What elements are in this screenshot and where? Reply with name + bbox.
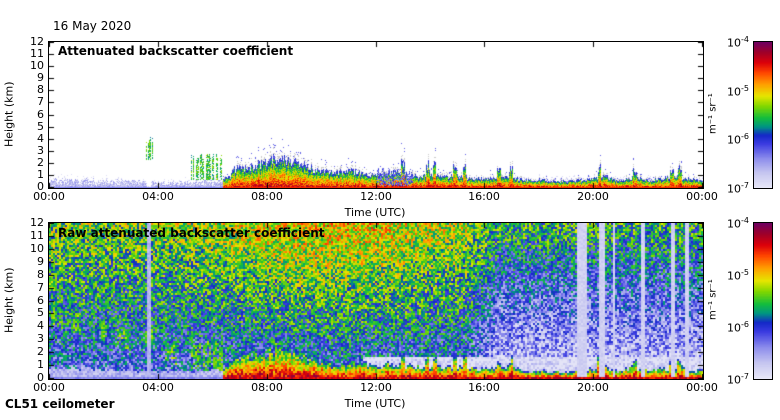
y-tick-label: 11 xyxy=(30,47,44,60)
attenuated-backscatter-heatmap xyxy=(48,41,704,189)
colorbar-tick-label: 10-7 xyxy=(727,181,749,196)
x-tick-label: 16:00 xyxy=(468,381,500,394)
date-label: 16 May 2020 xyxy=(53,19,132,33)
y-tick-label: 2 xyxy=(37,156,44,169)
x-tick-label: 04:00 xyxy=(142,190,174,203)
y-tick-label: 12 xyxy=(30,216,44,229)
y-tick-label: 10 xyxy=(30,59,44,72)
x-tick-label: 16:00 xyxy=(468,190,500,203)
y-tick-label: 7 xyxy=(37,281,44,294)
y-tick-label: 1 xyxy=(37,358,44,371)
colorbar-tick-label: 10-7 xyxy=(727,372,749,387)
x-tick-label: 20:00 xyxy=(577,190,609,203)
raw-attenuated-backscatter-heatmap xyxy=(48,222,704,380)
x-tick-label: 00:00 xyxy=(33,381,65,394)
colorbar-tick-label: 10-4 xyxy=(727,216,749,231)
y-tick-label: 5 xyxy=(37,306,44,319)
y-tick-label: 3 xyxy=(37,144,44,157)
y-tick-label: 5 xyxy=(37,120,44,133)
x-tick-label: 00:00 xyxy=(33,190,65,203)
y-tick-label: 8 xyxy=(37,268,44,281)
y-tick-label: 4 xyxy=(37,319,44,332)
instrument-label: CL51 ceilometer xyxy=(5,397,115,411)
x-tick-label: 08:00 xyxy=(251,381,283,394)
x-tick-label: 08:00 xyxy=(251,190,283,203)
y-tick-label: 4 xyxy=(37,132,44,145)
y-tick-label: 0 xyxy=(37,180,44,193)
y-tick-label: 12 xyxy=(30,35,44,48)
y-axis-label-top: Height (km) xyxy=(2,81,16,147)
colorbar-top xyxy=(753,41,773,189)
y-tick-label: 6 xyxy=(37,108,44,121)
y-tick-label: 6 xyxy=(37,294,44,307)
colorbar-bottom xyxy=(753,222,773,380)
x-axis-label-bottom: Time (UTC) xyxy=(344,397,406,410)
x-axis-label-top: Time (UTC) xyxy=(344,206,406,219)
colorbar-tick-label: 10-5 xyxy=(727,268,749,283)
y-tick-label: 9 xyxy=(37,71,44,84)
x-tick-label: 12:00 xyxy=(360,381,392,394)
y-tick-label: 7 xyxy=(37,95,44,108)
y-tick-label: 2 xyxy=(37,345,44,358)
y-tick-label: 11 xyxy=(30,229,44,242)
y-tick-label: 0 xyxy=(37,371,44,384)
colorbar-tick-label: 10-4 xyxy=(727,35,749,50)
x-tick-label: 20:00 xyxy=(577,381,609,394)
y-tick-label: 1 xyxy=(37,168,44,181)
x-tick-label: 00:00 xyxy=(686,381,718,394)
y-tick-label: 3 xyxy=(37,332,44,345)
y-tick-label: 8 xyxy=(37,83,44,96)
y-tick-label: 9 xyxy=(37,255,44,268)
y-axis-label-bottom: Height (km) xyxy=(2,267,16,333)
colorbar-tick-label: 10-6 xyxy=(727,320,749,335)
colorbar-unit-bottom: m⁻¹ sr⁻¹ xyxy=(707,279,719,321)
x-tick-label: 04:00 xyxy=(142,381,174,394)
x-tick-label: 00:00 xyxy=(686,190,718,203)
panel-title-bottom: Raw attenuated backscatter coefficient xyxy=(58,226,325,240)
colorbar-tick-label: 10-6 xyxy=(727,132,749,147)
y-tick-label: 10 xyxy=(30,242,44,255)
panel-title-top: Attenuated backscatter coefficient xyxy=(58,44,294,58)
x-tick-label: 12:00 xyxy=(360,190,392,203)
colorbar-unit-top: m⁻¹ sr⁻¹ xyxy=(707,93,719,135)
colorbar-tick-label: 10-5 xyxy=(727,84,749,99)
